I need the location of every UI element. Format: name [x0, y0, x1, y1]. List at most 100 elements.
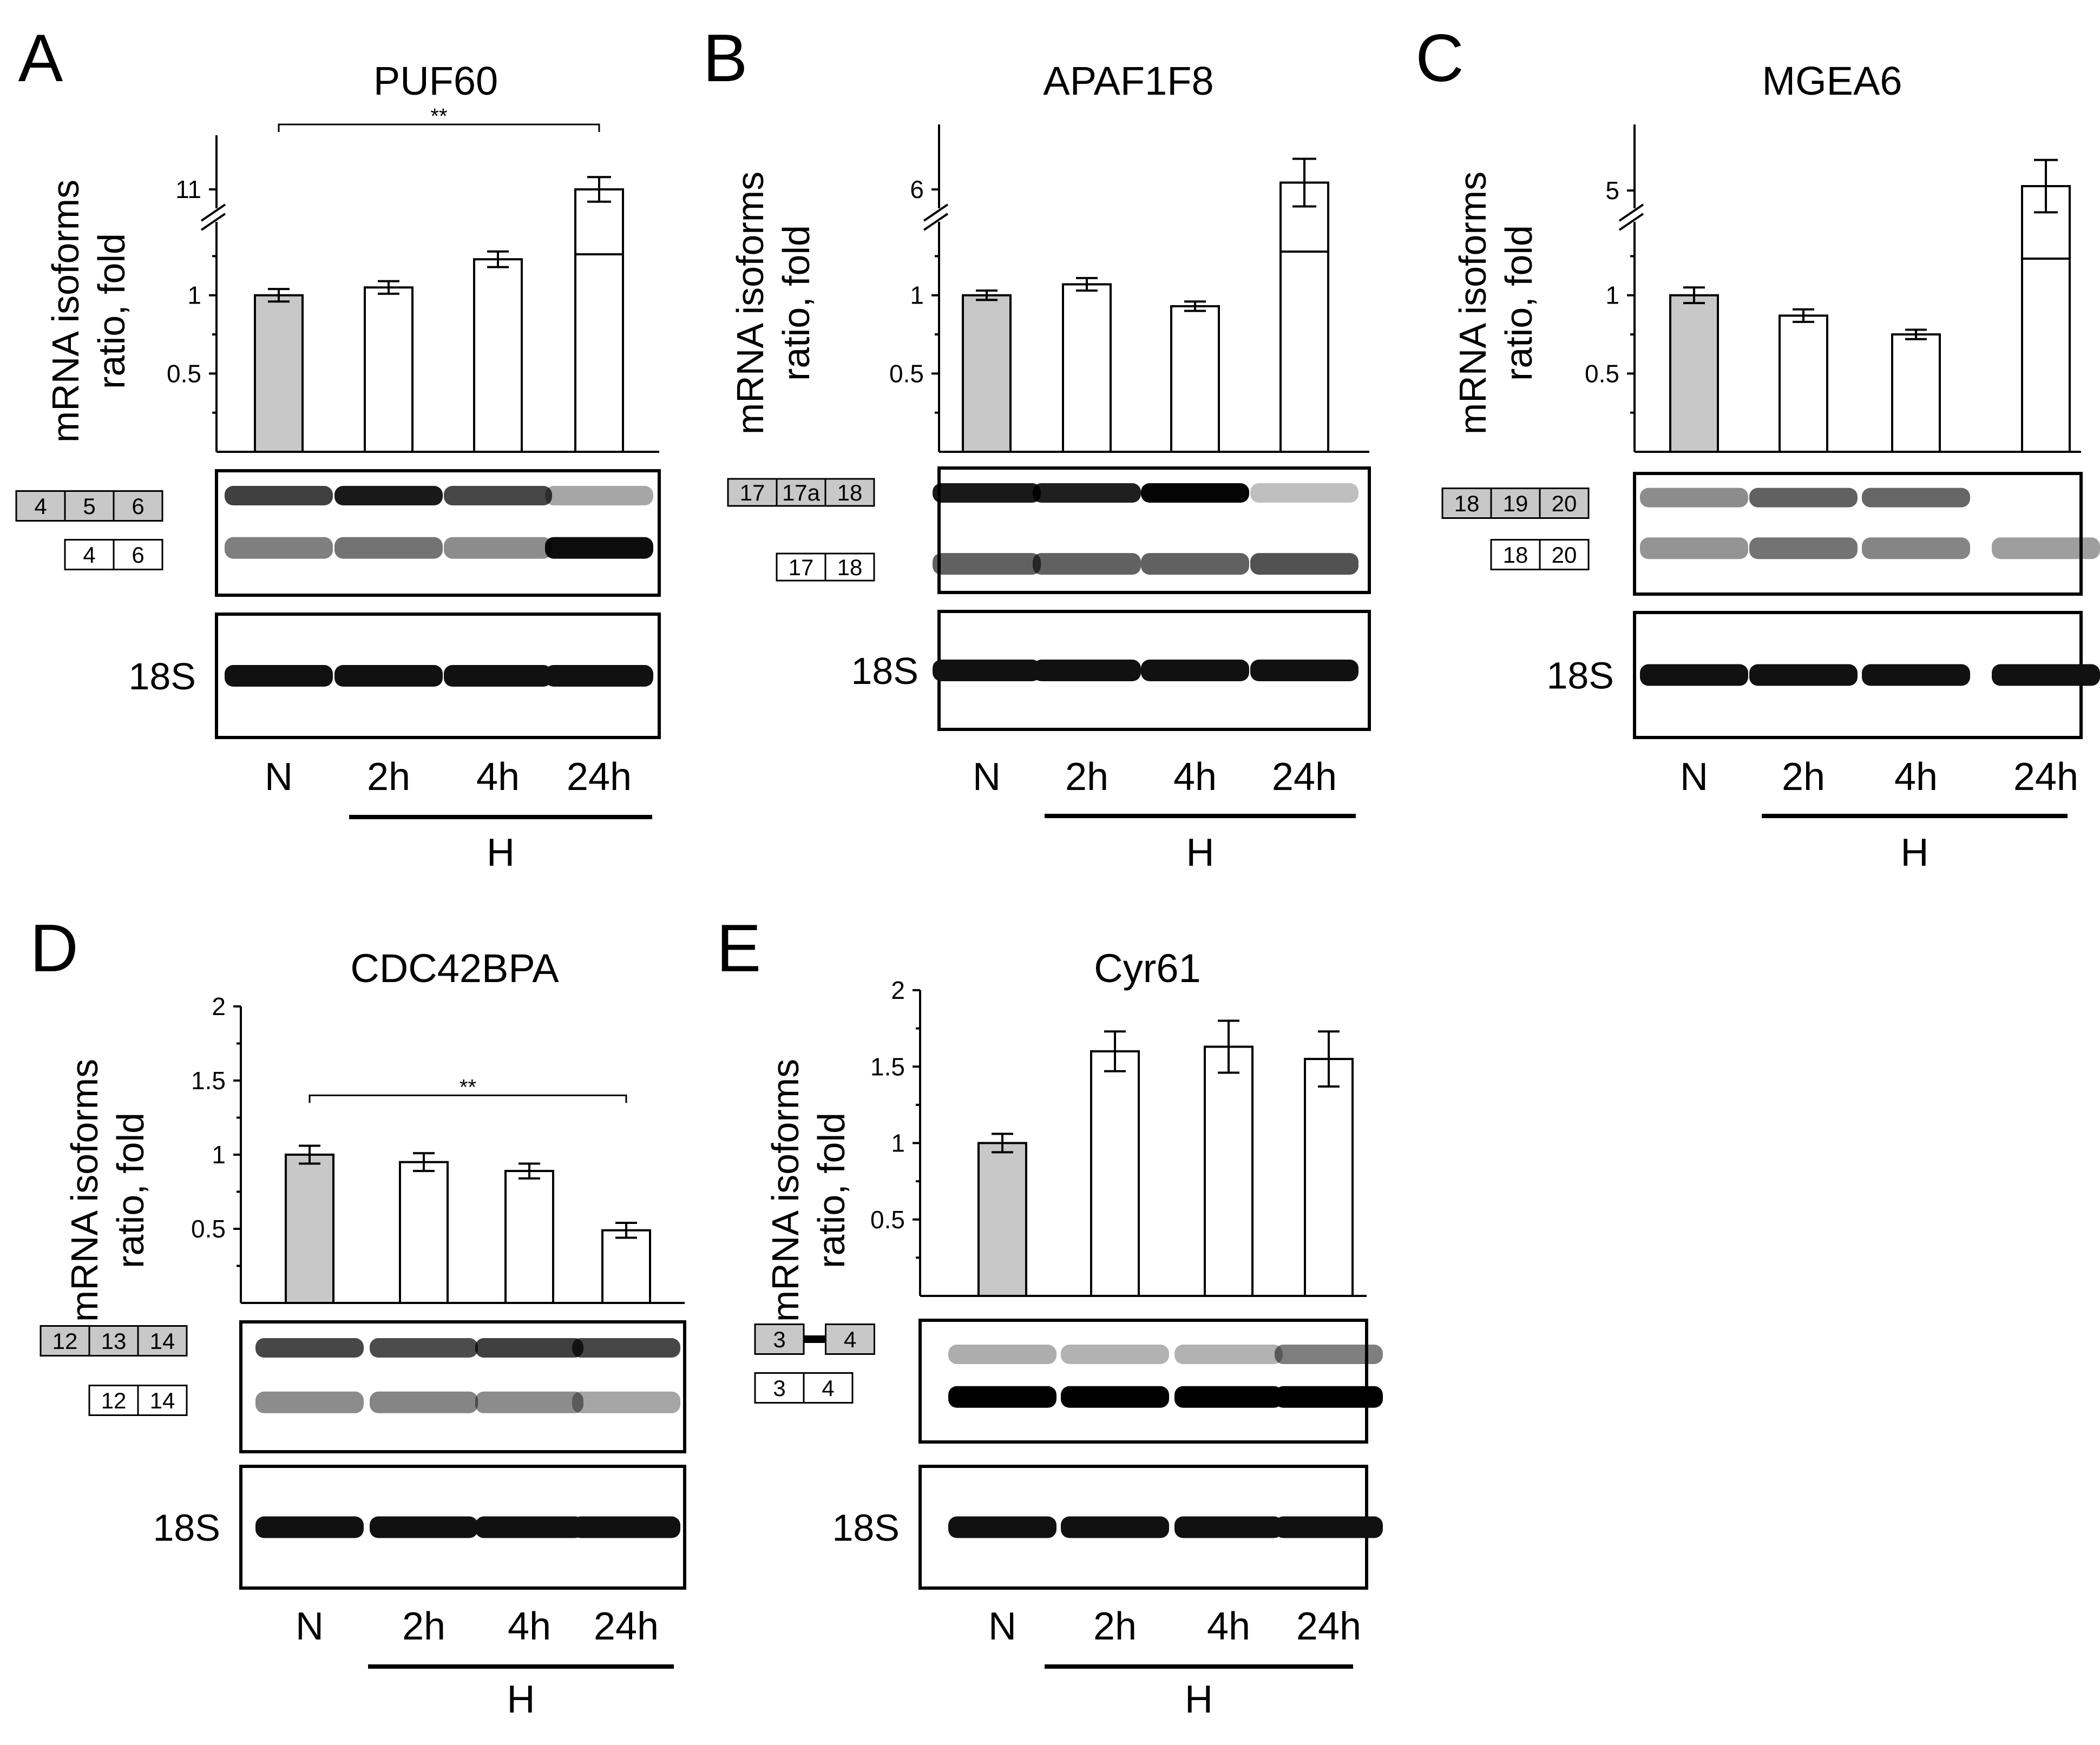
bar: [1304, 1058, 1354, 1297]
band-upper: [1862, 488, 1970, 508]
y-axis-label: mRNA isoforms ratio, fold: [729, 172, 817, 434]
band-18s: [1061, 1516, 1169, 1538]
band-upper: [444, 486, 552, 505]
exon-box: [1490, 488, 1541, 519]
y-axis-label-line2: ratio, fold: [109, 1112, 152, 1268]
bar: [1779, 314, 1828, 453]
band-18s: [948, 1516, 1056, 1538]
bar: [962, 294, 1012, 453]
y-axis-label: mRNA isoforms ratio, fold: [764, 1059, 852, 1322]
band-18s: [1250, 660, 1359, 681]
isoform-short: 17 18: [776, 552, 875, 582]
band-upper: [370, 1338, 478, 1358]
band-18s: [1275, 1516, 1383, 1538]
exon-box: [825, 1323, 875, 1355]
band-lower: [1061, 1386, 1169, 1408]
exon-box: [754, 1323, 805, 1355]
y-axis-label-line2: ratio, fold: [810, 1112, 852, 1268]
exon-label: 4: [83, 542, 95, 568]
band-lower: [1033, 553, 1141, 575]
band-lower: [1250, 553, 1359, 575]
band-18s: [1640, 664, 1748, 686]
band-lower: [1749, 537, 1858, 559]
bar: [399, 1161, 449, 1304]
gene-title: PUF60: [373, 58, 498, 103]
bar: [1062, 283, 1112, 453]
band-upper: [255, 1338, 364, 1358]
isoform-long: 17 17a 18: [727, 478, 875, 507]
band-upper: [1640, 488, 1748, 508]
exon-box: [137, 1325, 188, 1357]
significance-line: [309, 1094, 627, 1103]
exon-label: 18: [837, 555, 863, 580]
y-tick-label: 1: [187, 281, 201, 310]
lane-label: 2h: [1065, 755, 1108, 799]
exon-box: [824, 478, 875, 507]
axis-break-mark: [200, 213, 226, 231]
gene-title: APAF1F8: [1043, 58, 1213, 103]
significance-label: **: [460, 1075, 476, 1099]
y-axis-label-line2: ratio, fold: [775, 225, 817, 381]
y-axis-label: mRNA isoforms ratio, fold: [44, 180, 133, 443]
bar: [1090, 1050, 1140, 1297]
panel-letter: A: [18, 21, 63, 96]
band-18s: [1862, 664, 1970, 686]
exon-label: 4: [844, 1327, 856, 1352]
lane-label: 2h: [367, 755, 410, 799]
panel-e: E Cyr61 mRNA isoforms ratio, fold 0.5 1 1.5 2 18…: [717, 911, 1383, 1721]
significance-bracket: [278, 123, 600, 132]
y-tick-label: 11: [175, 175, 201, 203]
y-tick-label: 1: [891, 1129, 905, 1157]
isoform-long: 12 13 14: [40, 1325, 188, 1357]
exon-label: 20: [1552, 542, 1577, 568]
y-axis-label-line1: mRNA isoforms: [729, 172, 771, 434]
exon-label: 6: [132, 542, 144, 568]
gene-title: MGEA6: [1762, 58, 1902, 103]
band-upper: [948, 1345, 1056, 1364]
exon-label: 13: [101, 1328, 127, 1354]
exon-box: [1539, 488, 1590, 519]
loading-control-label: 18S: [851, 650, 918, 692]
bar: [285, 1154, 334, 1304]
axis-break-mark: [1618, 213, 1644, 231]
bar: [601, 1229, 651, 1304]
y-axis-label-line1: mRNA isoforms: [44, 180, 87, 443]
band-18s: [444, 665, 552, 687]
lane-label: N: [1680, 755, 1708, 799]
band-upper: [1250, 483, 1359, 503]
band-18s: [1749, 664, 1858, 686]
band-upper: [572, 1338, 680, 1358]
significance-bracket: [309, 1094, 627, 1103]
exon-label: 14: [150, 1388, 175, 1413]
band-lower: [225, 537, 333, 559]
band-upper: [1174, 1345, 1283, 1364]
panel-letter: C: [1415, 21, 1464, 96]
isoform-long: 4 5 6: [15, 490, 163, 522]
exon-box: [803, 1372, 854, 1404]
exon-label: 14: [150, 1328, 175, 1354]
lane-label: N: [265, 755, 293, 799]
band-lower: [370, 1391, 478, 1413]
lane-label: 24h: [1296, 1605, 1361, 1648]
y-tick-label: 2: [212, 992, 226, 1020]
axis-break-mark: [923, 213, 949, 231]
exon-label: 12: [52, 1328, 78, 1354]
lane-label: N: [973, 755, 1001, 799]
band-18s: [370, 1516, 478, 1538]
y-tick-label: 5: [1605, 176, 1619, 205]
band-lower: [255, 1391, 364, 1413]
y-tick-label: 1.5: [870, 1052, 905, 1081]
lane-label: 24h: [1272, 755, 1337, 799]
loading-control-label: 18S: [1546, 655, 1614, 697]
y-tick-label: 0.5: [870, 1206, 905, 1234]
significance-label: **: [430, 104, 447, 128]
exon-label: 4: [822, 1375, 834, 1401]
lane-label: 24h: [2013, 755, 2078, 799]
gene-title: Cyr61: [1094, 946, 1200, 991]
treatment-group-label: H: [487, 831, 515, 874]
panel-letter: D: [30, 911, 78, 986]
panel-c: C MGEA6 mRNA isoforms ratio, fold 0.5 1 5 18S 18…: [1415, 21, 2100, 874]
